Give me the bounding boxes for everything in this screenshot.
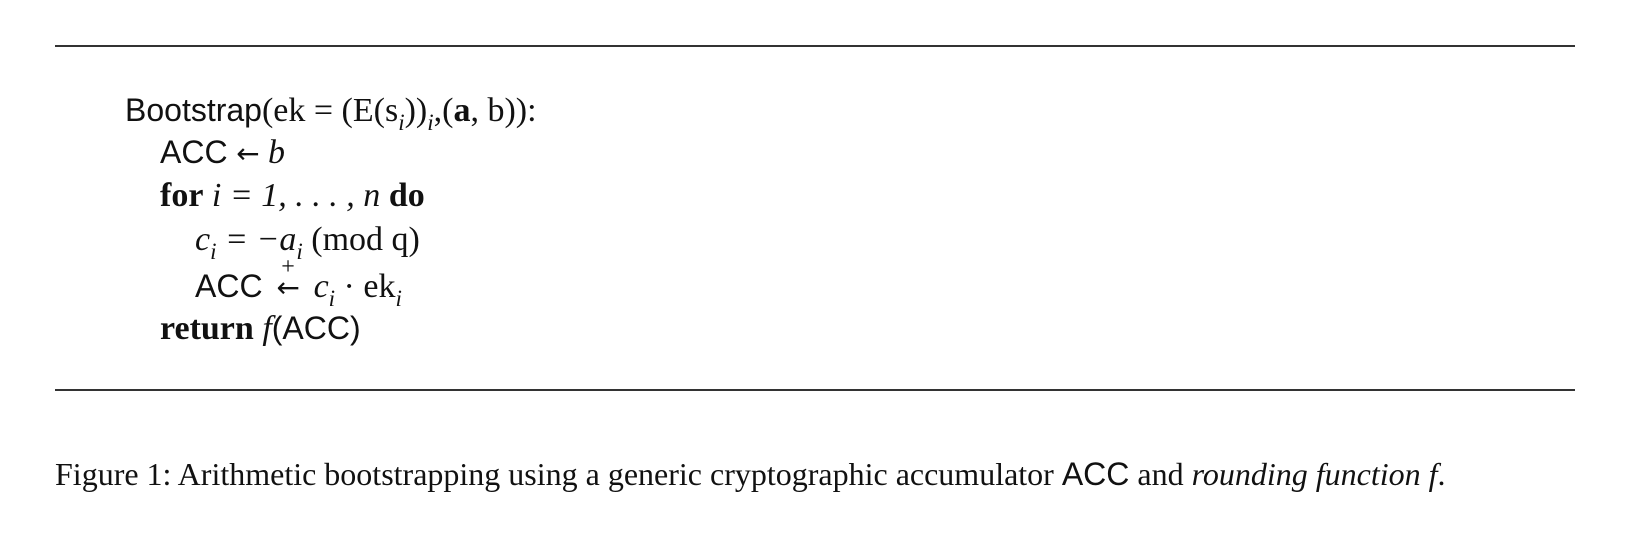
header-params-2: )) <box>404 92 428 129</box>
algorithm-line-1: ACC ← b <box>160 130 285 174</box>
neg-a: = −a <box>224 221 297 258</box>
header-params: (ek = (E(s <box>261 92 399 129</box>
func-arg: (ACC) <box>271 310 361 346</box>
plus-sign: + <box>281 254 295 280</box>
algorithm-line-2: for i = 1, . . . , n do <box>160 174 425 218</box>
algorithm-line-5: return f(ACC) <box>160 306 361 350</box>
caption-text-2: and <box>1129 456 1192 492</box>
subscript-i-3: i <box>328 286 336 311</box>
caption-acc: ACC <box>1061 456 1130 492</box>
var-c: c <box>195 221 211 258</box>
subscript-i-4: i <box>395 286 402 311</box>
algorithm-line-3: ci = −ai (mod q) <box>195 218 420 264</box>
caption-italic: rounding function <box>1191 456 1421 492</box>
plus-assign-arrow: + ← <box>271 254 305 310</box>
caption-text-3 <box>1421 456 1429 492</box>
top-rule <box>55 45 1575 47</box>
header-subscript: i <box>398 110 405 135</box>
func-f: f <box>262 310 272 347</box>
subscript-i-2: i <box>296 239 303 264</box>
mod-q: (mod q) <box>311 221 420 258</box>
acc-label-2: ACC <box>195 268 263 304</box>
loop-range: i = 1, . . . , n <box>211 177 381 214</box>
figure-caption: Figure 1: Arithmetic bootstrapping using… <box>55 452 1575 496</box>
var-b: b <box>268 134 286 171</box>
do-keyword: do <box>388 177 425 214</box>
subscript-i: i <box>210 239 217 264</box>
caption-f: f <box>1428 456 1438 492</box>
return-keyword: return <box>160 310 254 347</box>
for-keyword: for <box>160 177 204 214</box>
var-c-2: c <box>313 268 329 305</box>
header-params-4: , b)): <box>470 92 537 129</box>
caption-text-1: Figure 1: Arithmetic bootstrapping using… <box>55 456 1062 492</box>
algorithm-line-4: ACC + ← ci · eki <box>195 254 402 311</box>
algorithm-header: Bootstrap(ek = (E(si))i,(a, b)): <box>125 88 537 135</box>
header-subscript-2: i <box>427 110 434 135</box>
assign-arrow: ← <box>236 137 260 170</box>
bottom-rule <box>55 389 1575 391</box>
function-name: Bootstrap <box>125 92 262 128</box>
dot-ek: · ek <box>335 268 396 305</box>
arrow-glyph: ← <box>276 271 300 304</box>
header-bold-a: a <box>453 92 471 129</box>
acc-label: ACC <box>160 134 228 170</box>
caption-end: . <box>1437 456 1446 492</box>
header-params-3: ,( <box>433 92 454 129</box>
